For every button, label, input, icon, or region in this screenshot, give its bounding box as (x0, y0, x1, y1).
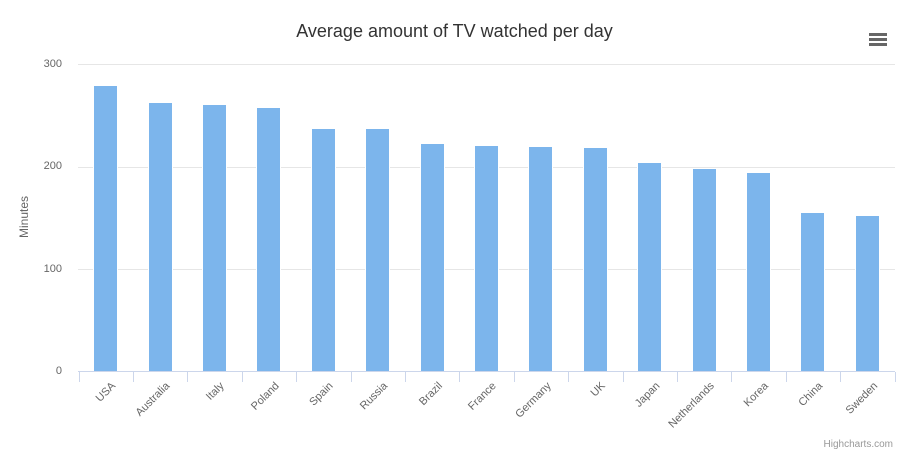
x-axis-tick (731, 372, 733, 382)
x-axis-category-label: Japan (632, 379, 663, 410)
bar-uk[interactable] (582, 147, 608, 372)
y-axis-tick-label: 100 (43, 262, 62, 275)
x-axis-category-label: USA (93, 379, 119, 404)
bar-australia[interactable] (147, 101, 173, 372)
credits-link[interactable]: Highcharts.com (823, 439, 893, 450)
x-axis-category-label: Spain (307, 379, 336, 408)
x-axis-tick (785, 372, 787, 382)
x-axis-tick (350, 372, 352, 382)
bar-germany[interactable] (528, 146, 554, 372)
bar-sweden[interactable] (854, 214, 880, 372)
hamburger-icon (869, 32, 887, 36)
y-axis-title: Minutes (17, 195, 31, 239)
x-axis-tick (241, 372, 243, 382)
bar-italy[interactable] (202, 103, 227, 372)
x-axis-tick (132, 372, 134, 382)
bar-netherlands[interactable] (691, 167, 717, 372)
x-axis-line (78, 371, 895, 372)
x-axis-category-label: Germany (512, 379, 554, 420)
gridline (78, 64, 895, 65)
x-axis-category-label: Korea (741, 379, 771, 409)
x-axis-category-label: Italy (204, 379, 227, 403)
x-axis-category-label: UK (588, 379, 608, 399)
y-axis-tick-label: 0 (55, 365, 62, 377)
bar-poland[interactable] (256, 107, 282, 372)
x-axis-tick (78, 372, 80, 382)
x-axis-category-label: China (796, 379, 826, 409)
x-axis-tick (840, 372, 842, 382)
x-axis-tick (622, 372, 624, 382)
hamburger-icon (869, 42, 887, 46)
bar-korea[interactable] (746, 171, 771, 372)
x-axis-tick (676, 372, 678, 382)
x-axis-tick (187, 372, 189, 382)
x-axis-category-label: France (466, 379, 499, 413)
bar-russia[interactable] (365, 127, 391, 372)
x-axis-tick (894, 372, 896, 382)
x-axis-tick (404, 372, 406, 382)
x-axis-tick (459, 372, 461, 382)
x-axis-category-label: Brazil (416, 379, 445, 408)
context-menu-button[interactable] (865, 28, 891, 50)
bar-spain[interactable] (310, 127, 336, 372)
hamburger-icon (869, 37, 887, 41)
x-axis-category-label: Australia (133, 379, 173, 419)
bar-china[interactable] (800, 211, 826, 372)
x-axis-category-label: Netherlands (666, 379, 717, 430)
bar-france[interactable] (474, 144, 499, 372)
y-axis-tick-label: 300 (43, 57, 62, 70)
y-axis-tick-label: 200 (43, 160, 62, 172)
x-axis-tick (296, 372, 298, 382)
bar-japan[interactable] (637, 162, 663, 372)
x-axis-tick (568, 372, 570, 382)
x-axis-category-label: Poland (248, 379, 282, 413)
x-axis-tick (513, 372, 515, 382)
bar-usa[interactable] (93, 84, 119, 372)
chart-title: Average amount of TV watched per day (296, 21, 613, 41)
bar-brazil[interactable] (419, 142, 445, 372)
x-axis-category-label: Sweden (843, 379, 880, 417)
x-axis-category-label: Russia (357, 379, 391, 412)
